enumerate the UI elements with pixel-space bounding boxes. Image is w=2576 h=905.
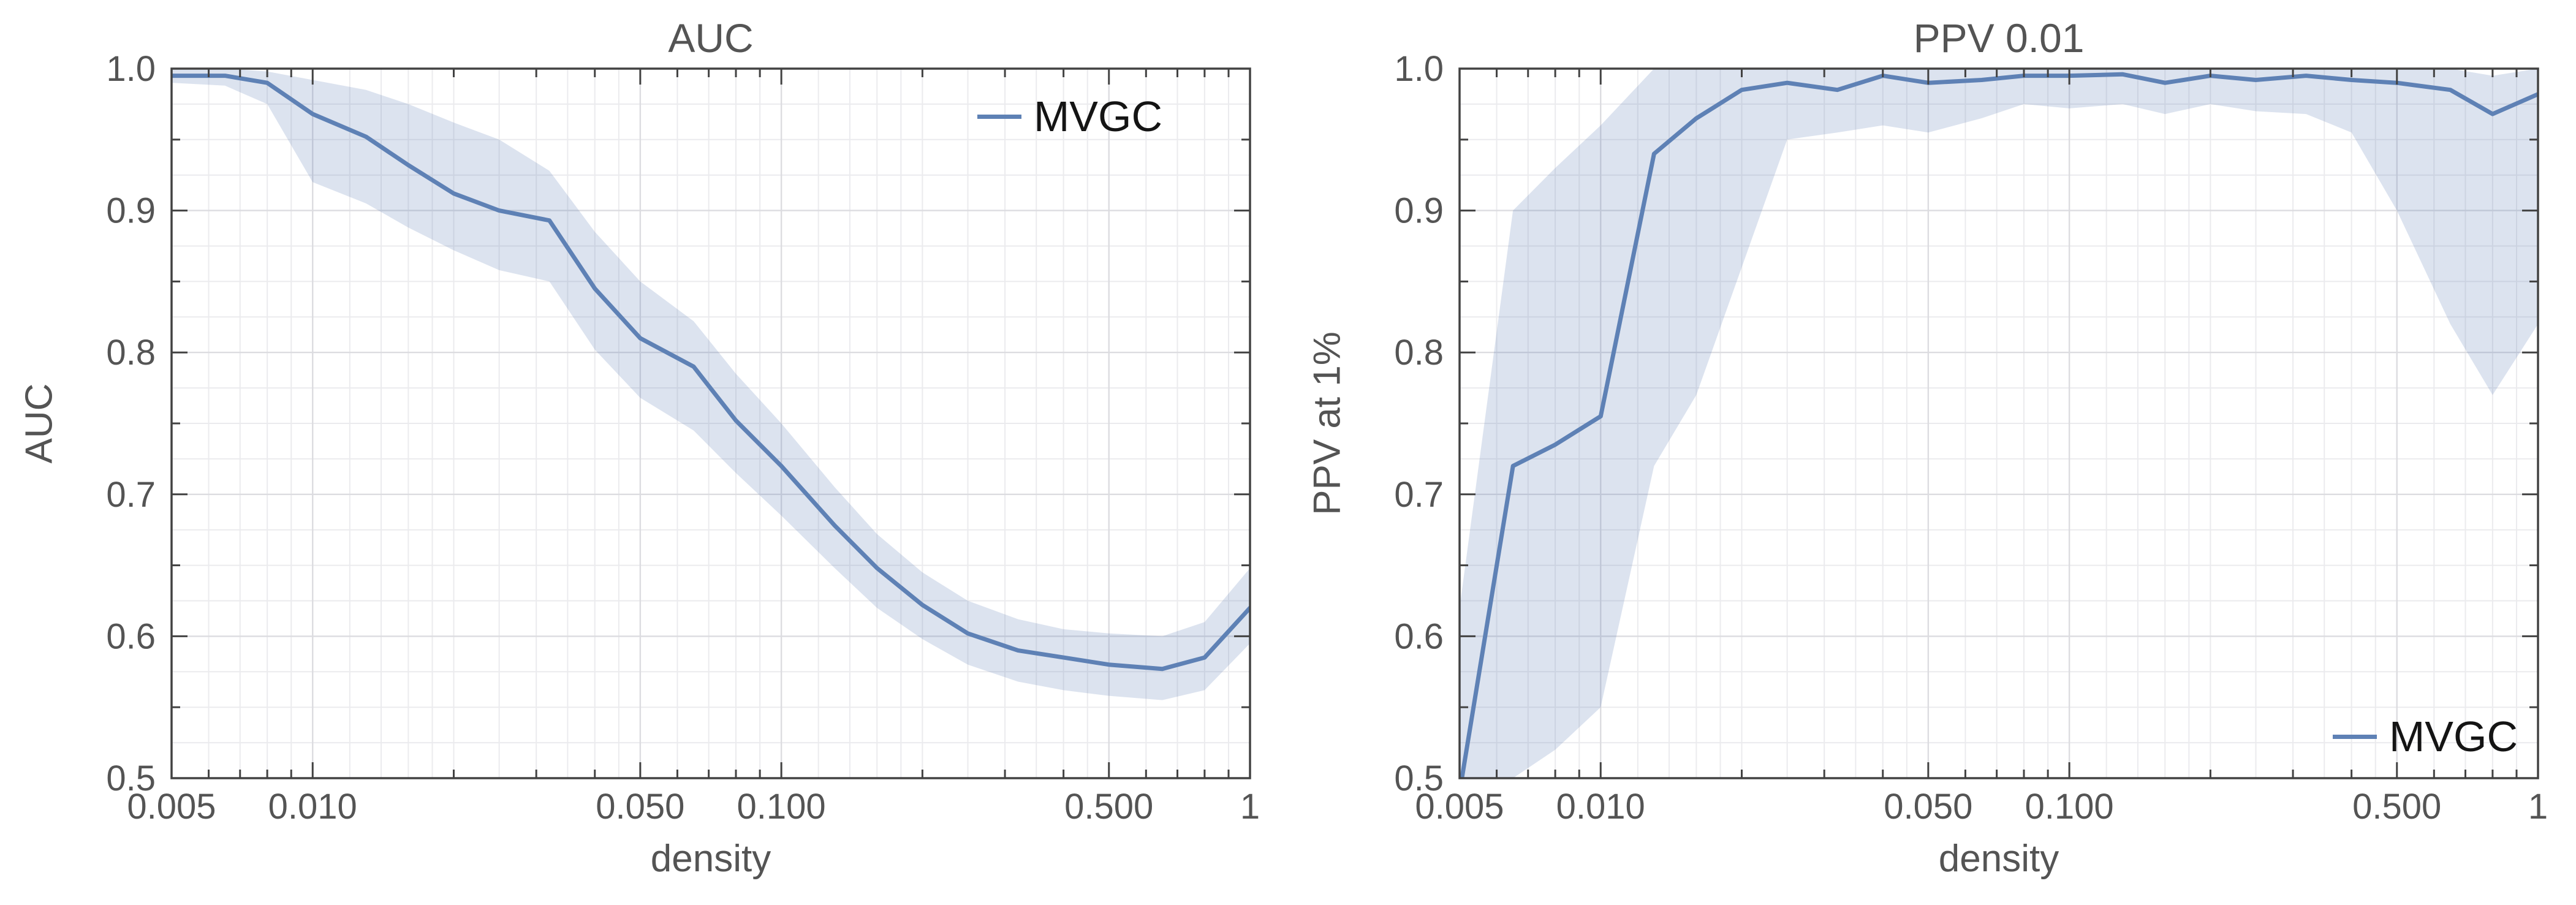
chart-panel-ppv: PPV 0.01 PPV at 1% 0.005 0.010 0.050 0.100 0… — [1288, 0, 2576, 905]
legend-line-swatch — [2333, 734, 2377, 739]
legend-auc: MVGC — [977, 92, 1162, 141]
confidence-band — [172, 69, 1250, 700]
svg-text:0.005: 0.005 — [1415, 787, 1504, 827]
series-line-MVGC — [172, 74, 1250, 672]
axis-ticks — [1458, 67, 2539, 779]
svg-text:0.005: 0.005 — [127, 787, 216, 827]
svg-text:1: 1 — [1240, 787, 1260, 827]
svg-text:0.6: 0.6 — [1394, 616, 1444, 656]
svg-text:0.6: 0.6 — [106, 616, 156, 656]
svg-text:0.9: 0.9 — [106, 191, 156, 231]
svg-text:0.8: 0.8 — [1394, 333, 1444, 373]
chart-title-auc: AUC — [668, 15, 754, 61]
svg-text:0.050: 0.050 — [1884, 787, 1972, 827]
tick-labels: 0.005 0.010 0.050 0.100 0.500 1 0.5 0.6 0.7 0.8 0.… — [106, 49, 1260, 827]
legend-label: MVGC — [1034, 93, 1162, 140]
axis-ticks — [170, 67, 1251, 779]
plot-area-ppv: 0.005 0.010 0.050 0.100 0.500 1 0.5 0.6 0.7 0.8 0.… — [1394, 49, 2548, 827]
y-axis-label-auc: AUC — [18, 383, 61, 464]
svg-text:1.0: 1.0 — [106, 49, 156, 89]
chart-title-ppv: PPV 0.01 — [1913, 15, 2085, 61]
x-axis-label-ppv: density — [1938, 838, 2059, 880]
grid-major — [1460, 69, 2538, 778]
svg-text:0.100: 0.100 — [2025, 787, 2114, 827]
svg-text:0.5: 0.5 — [1394, 759, 1444, 798]
plot-area-auc: 0.005 0.010 0.050 0.100 0.500 1 0.5 0.6 0.7 0.8 0.… — [106, 49, 1260, 827]
series-line-MVGC — [1460, 72, 2538, 778]
y-axis-label-ppv: PPV at 1% — [1306, 331, 1349, 515]
svg-text:0.5: 0.5 — [106, 759, 156, 798]
legend-label: MVGC — [2389, 713, 2518, 760]
svg-text:0.7: 0.7 — [1394, 475, 1444, 515]
grid-major — [172, 69, 1250, 778]
svg-text:0.010: 0.010 — [268, 787, 357, 827]
x-axis-label-auc: density — [650, 838, 771, 880]
svg-text:0.500: 0.500 — [1064, 787, 1153, 827]
confidence-band — [1460, 69, 2538, 778]
chart-panel-auc: AUC AUC 0.005 0.010 0.050 0.100 0.500 1 0.5 0.6… — [18, 15, 1260, 880]
grid-minor — [1460, 69, 2538, 778]
svg-text:0.500: 0.500 — [2352, 787, 2441, 827]
svg-text:0.010: 0.010 — [1556, 787, 1645, 827]
svg-text:1: 1 — [2528, 787, 2548, 827]
grid-minor — [172, 69, 1250, 778]
legend-ppv: MVGC — [2333, 712, 2518, 761]
svg-text:1.0: 1.0 — [1394, 49, 1444, 89]
svg-text:0.7: 0.7 — [106, 475, 156, 515]
legend-line-swatch — [977, 114, 1021, 119]
svg-text:0.9: 0.9 — [1394, 191, 1444, 231]
svg-text:0.050: 0.050 — [596, 787, 684, 827]
tick-labels: 0.005 0.010 0.050 0.100 0.500 1 0.5 0.6 0.7 0.8 0.… — [1394, 49, 2548, 827]
svg-text:0.8: 0.8 — [106, 333, 156, 373]
svg-text:0.100: 0.100 — [737, 787, 826, 827]
